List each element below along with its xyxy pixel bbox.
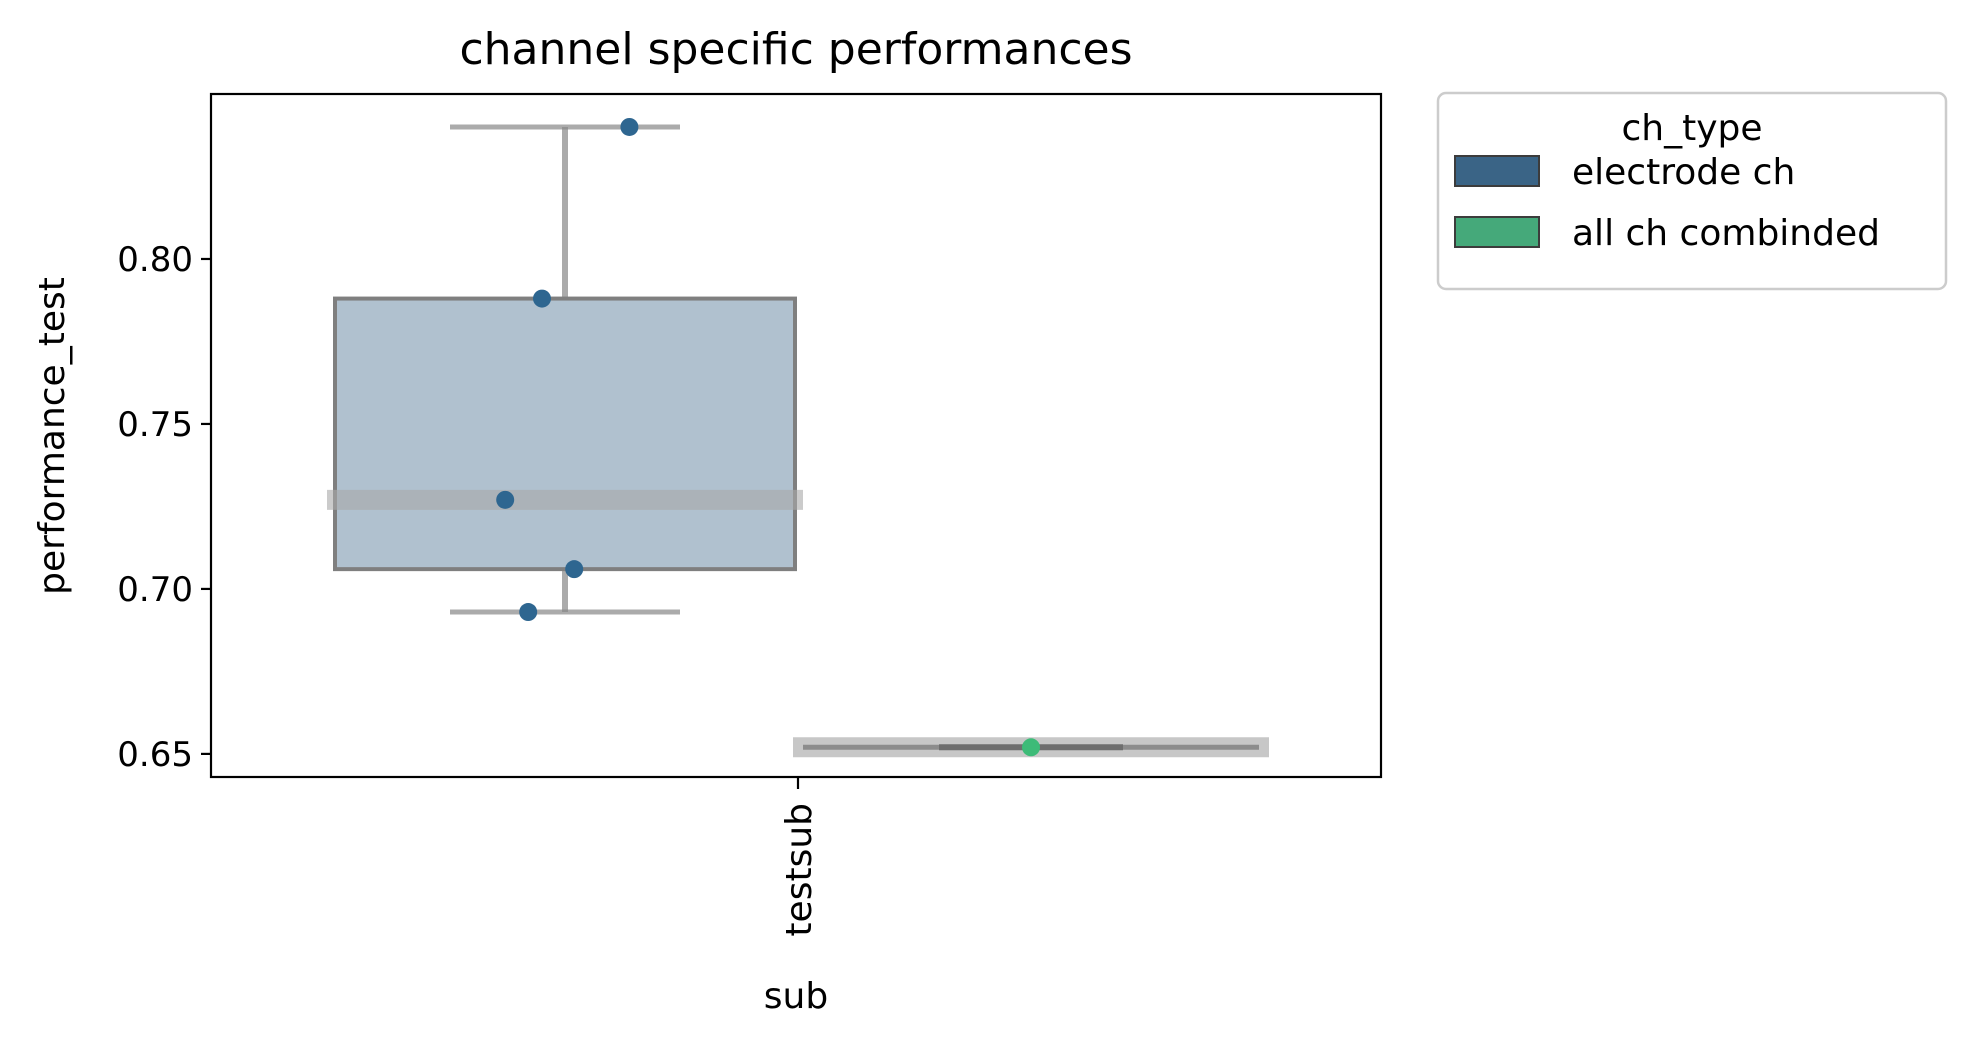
- legend-title: ch_type: [1621, 108, 1762, 149]
- legend: ch_type electrode ch all ch combinded: [1436, 91, 1948, 291]
- y-axis-label: performance_test: [32, 277, 73, 595]
- data-point: [1022, 738, 1040, 757]
- x-axis: testsub: [779, 777, 820, 937]
- chart-title: channel specific performances: [459, 24, 1132, 75]
- y-axis: 0.65 0.70 0.75 0.80: [117, 240, 211, 775]
- legend-swatch-0: [1454, 155, 1540, 187]
- box-group-0: [327, 124, 803, 615]
- y-tick-label: 0.75: [117, 405, 193, 445]
- x-tick-label: testsub: [779, 803, 820, 937]
- box-iqr: [333, 296, 797, 572]
- y-tick-label: 0.65: [117, 735, 193, 775]
- y-tick-label: 0.70: [117, 570, 193, 610]
- legend-frame: [1436, 91, 1948, 291]
- x-axis-label: sub: [764, 976, 828, 1017]
- plot-area: [327, 117, 1269, 758]
- data-point: [519, 603, 538, 622]
- axes-frame: [209, 92, 1383, 779]
- legend-label-1: all ch combinded: [1572, 213, 1880, 254]
- legend-label-0: electrode ch: [1572, 152, 1795, 193]
- data-point: [620, 117, 639, 136]
- data-point: [565, 560, 584, 579]
- y-tick-label: 0.80: [117, 240, 193, 280]
- data-point: [496, 490, 515, 509]
- legend-swatch-1: [1454, 216, 1540, 248]
- data-point: [533, 289, 551, 308]
